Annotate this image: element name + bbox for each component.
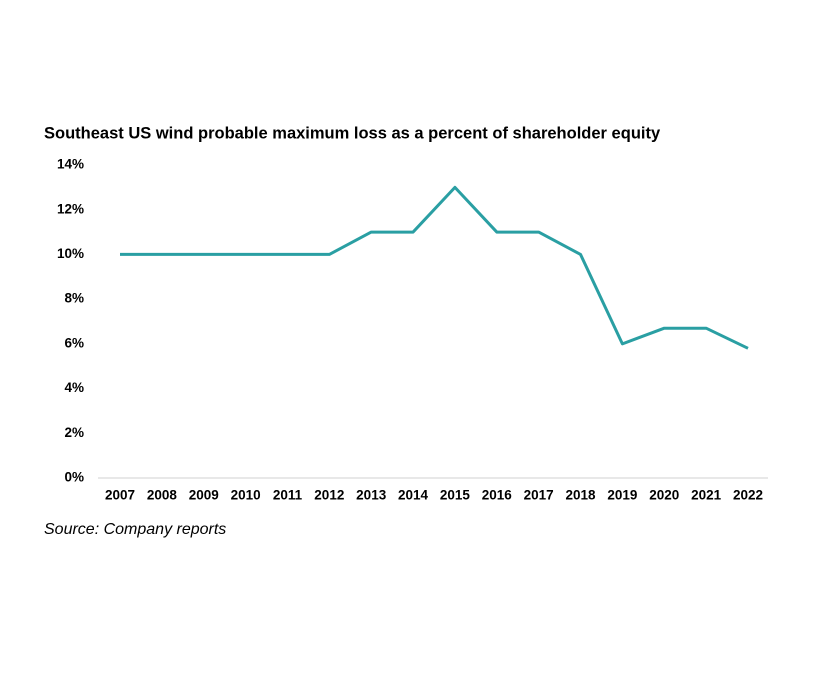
x-tick-label: 2022 <box>733 488 763 503</box>
x-tick-label: 2020 <box>649 488 679 503</box>
y-tick-label: 10% <box>57 246 84 261</box>
x-tick-label: 2019 <box>607 488 637 503</box>
x-tick-label: 2017 <box>524 488 554 503</box>
y-tick-label: 8% <box>64 291 84 306</box>
y-tick-label: 14% <box>57 157 84 172</box>
x-tick-label: 2007 <box>105 488 135 503</box>
data-line <box>120 185 749 350</box>
x-tick-label: 2010 <box>231 488 261 503</box>
x-tick-label: 2018 <box>566 488 597 503</box>
y-tick-label: 6% <box>64 335 84 350</box>
y-tick-label: 2% <box>64 425 84 440</box>
x-tick-label: 2013 <box>356 488 387 503</box>
x-tick-label: 2015 <box>440 488 471 503</box>
x-tick-label: 2008 <box>147 488 178 503</box>
x-tick-label: 2016 <box>482 488 513 503</box>
x-tick-label: 2011 <box>273 488 303 503</box>
x-tick-label: 2021 <box>691 488 722 503</box>
y-tick-label: 12% <box>57 201 84 216</box>
x-tick-label: 2012 <box>314 488 344 503</box>
chart-title: Southeast US wind probable maximum loss … <box>44 124 661 142</box>
source-note: Source: Company reports <box>44 521 226 538</box>
x-tick-label: 2009 <box>189 488 219 503</box>
x-tick-label: 2014 <box>398 488 429 503</box>
y-tick-label: 0% <box>64 470 84 485</box>
y-tick-label: 4% <box>64 380 84 395</box>
